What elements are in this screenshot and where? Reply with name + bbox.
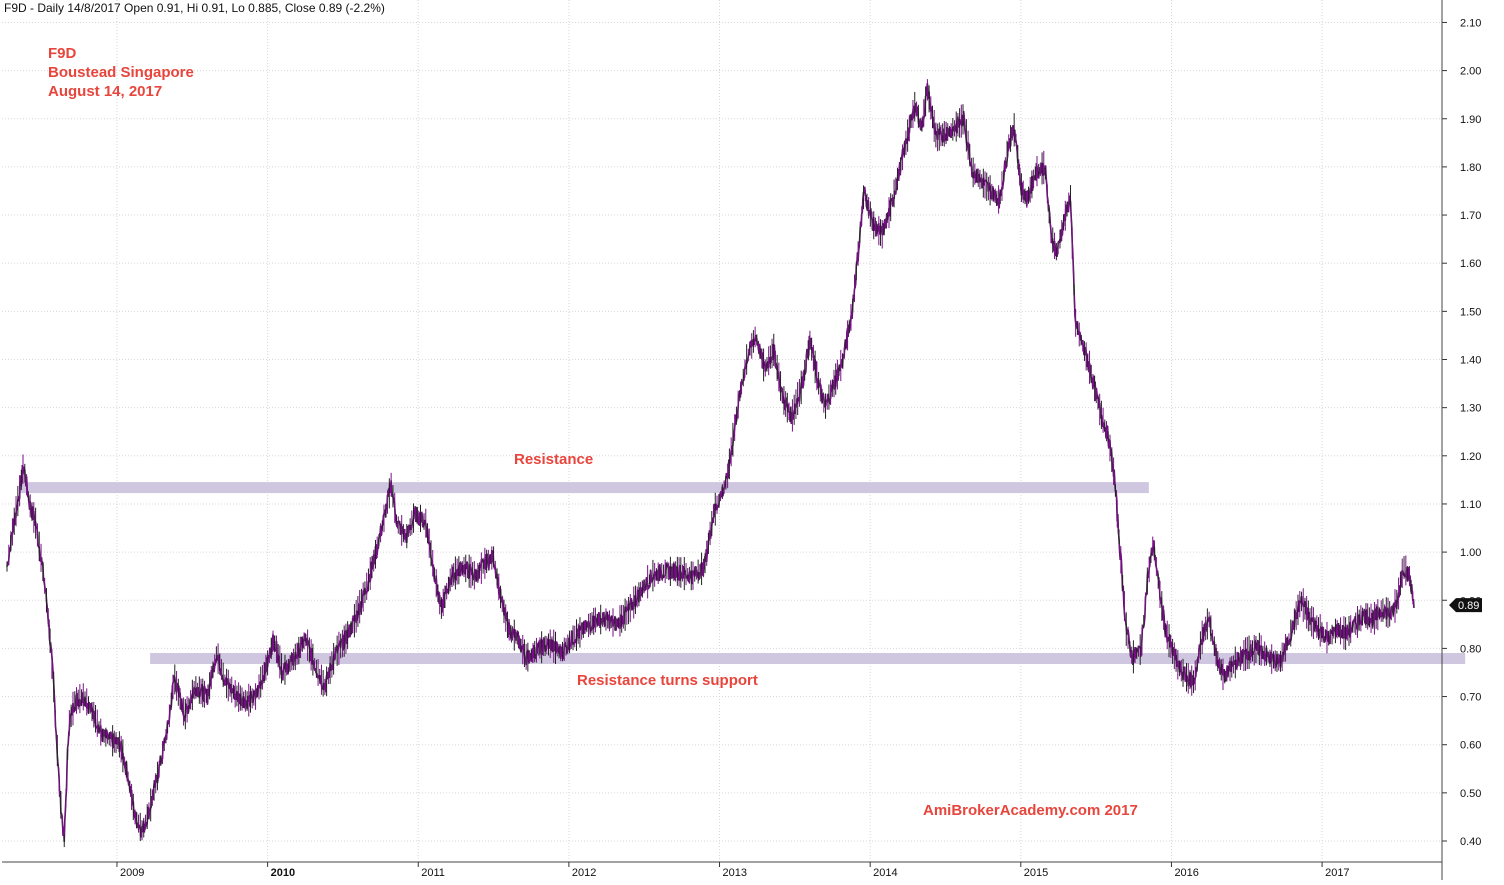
x-tick-label: 2015 <box>1024 867 1048 879</box>
zone-band <box>19 482 1149 494</box>
y-tick-label: 0.40 <box>1460 836 1481 848</box>
annotation-block: F9D Boustead Singapore August 14, 2017 <box>48 44 194 101</box>
ticker-label: F9D <box>48 45 77 62</box>
zone-bands <box>19 482 1466 665</box>
price-line-shadow <box>6 83 1415 842</box>
y-tick-label: 1.30 <box>1460 403 1481 415</box>
x-tick-label: 2014 <box>873 867 897 879</box>
y-tick-label: 1.40 <box>1460 355 1481 367</box>
y-tick-label: 1.20 <box>1460 451 1481 463</box>
grid-lines <box>2 0 1442 862</box>
support-label: Resistance turns support <box>577 672 758 689</box>
x-tick-label: 2013 <box>723 867 747 879</box>
x-tick-label: 2009 <box>120 867 144 879</box>
y-tick-label: 1.80 <box>1460 162 1481 174</box>
price-line <box>6 83 1415 842</box>
y-tick-label: 1.60 <box>1460 258 1481 270</box>
x-tick-label: 2012 <box>572 867 596 879</box>
y-tick-label: 1.10 <box>1460 499 1481 511</box>
price-series <box>6 79 1415 848</box>
zone-band <box>150 653 1466 665</box>
last-price-label: 0.89 <box>1458 600 1479 612</box>
y-tick-label: 2.10 <box>1460 17 1481 29</box>
ohlc-header: F9D - Daily 14/8/2017 Open 0.91, Hi 0.91… <box>4 1 385 15</box>
y-tick-label: 1.50 <box>1460 306 1481 318</box>
watermark-label: AmiBrokerAcademy.com 2017 <box>923 802 1138 819</box>
y-tick-label: 1.00 <box>1460 547 1481 559</box>
y-tick-label: 1.70 <box>1460 210 1481 222</box>
y-tick-label: 1.90 <box>1460 114 1481 126</box>
date-label: August 14, 2017 <box>48 83 163 100</box>
y-tick-label: 0.80 <box>1460 643 1481 655</box>
x-tick-label: 2011 <box>421 867 445 879</box>
resistance-label: Resistance <box>514 451 594 468</box>
axes: 0.400.500.600.700.800.901.001.101.201.30… <box>2 0 1482 880</box>
company-label: Boustead Singapore <box>48 64 194 81</box>
y-tick-label: 0.60 <box>1460 740 1481 752</box>
last-price-marker <box>1449 598 1482 613</box>
x-tick-label: 2016 <box>1174 867 1198 879</box>
y-tick-label: 0.50 <box>1460 788 1481 800</box>
x-tick-label: 2010 <box>271 867 295 879</box>
y-tick-label: 0.70 <box>1460 692 1481 704</box>
y-tick-label: 2.00 <box>1460 66 1481 78</box>
x-tick-label: 2017 <box>1325 867 1349 879</box>
